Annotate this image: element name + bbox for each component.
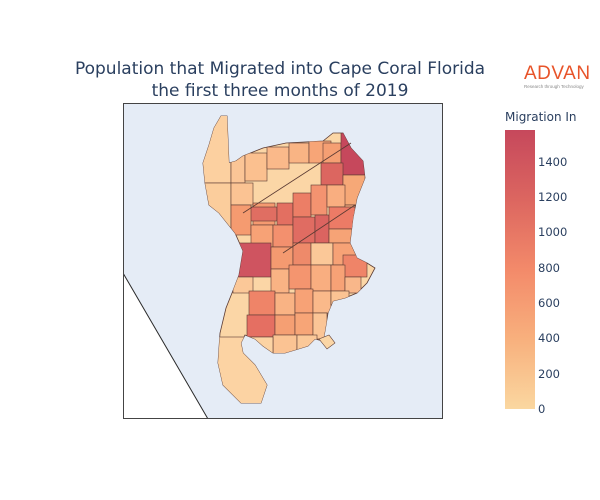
logo-tagline: Research through Technology (524, 84, 584, 89)
colorbar-tick-600: 600 (538, 296, 560, 311)
tract (246, 314, 276, 338)
tract (266, 146, 290, 170)
logo-wordmark: ADVAN (524, 63, 591, 84)
tract (312, 290, 332, 314)
tract (310, 264, 332, 292)
tract (330, 264, 346, 292)
tract (310, 184, 328, 216)
tract (230, 182, 254, 206)
colorbar-tick-1400: 1400 (538, 154, 568, 169)
advan-logo: ADVAN Research through Technology (524, 64, 594, 89)
tract (248, 290, 276, 316)
colorbar (505, 130, 535, 409)
tract (326, 184, 346, 208)
tract (320, 162, 344, 186)
tract (276, 202, 294, 226)
tract (230, 204, 252, 236)
tract (294, 288, 314, 314)
tract (244, 152, 268, 182)
title-line-1: Population that Migrated into Cape Coral… (74, 59, 486, 79)
title-line-2: the first three months of 2019 (151, 81, 409, 101)
tract (274, 314, 296, 336)
tract (294, 312, 314, 336)
colorbar-title: Migration In (505, 110, 577, 124)
tract (328, 206, 356, 230)
map-border (123, 103, 443, 419)
tract (344, 276, 362, 294)
tract (322, 142, 342, 164)
colorbar-tick-0: 0 (538, 402, 546, 416)
road (242, 142, 352, 214)
colorbar-tick-400: 400 (538, 331, 560, 346)
tract (292, 242, 312, 266)
tract (288, 142, 310, 164)
colorbar-tick-1000: 1000 (538, 225, 568, 240)
tract (272, 224, 294, 248)
tract (274, 292, 296, 316)
tract (314, 214, 330, 244)
chart-title: Population that Migrated into Cape Coral… (60, 58, 500, 102)
tract (310, 242, 334, 266)
outside-area (123, 272, 209, 419)
colorbar-tick-800: 800 (538, 260, 560, 275)
tract-high (236, 242, 272, 278)
tract (270, 268, 290, 294)
island (318, 334, 336, 350)
choropleth-map[interactable] (123, 103, 443, 419)
tract (292, 192, 312, 218)
road (282, 204, 356, 254)
tract (288, 264, 312, 290)
tract (246, 206, 278, 222)
colorbar-tick-1200: 1200 (538, 190, 568, 205)
colorbar-tick-200: 200 (538, 366, 560, 381)
